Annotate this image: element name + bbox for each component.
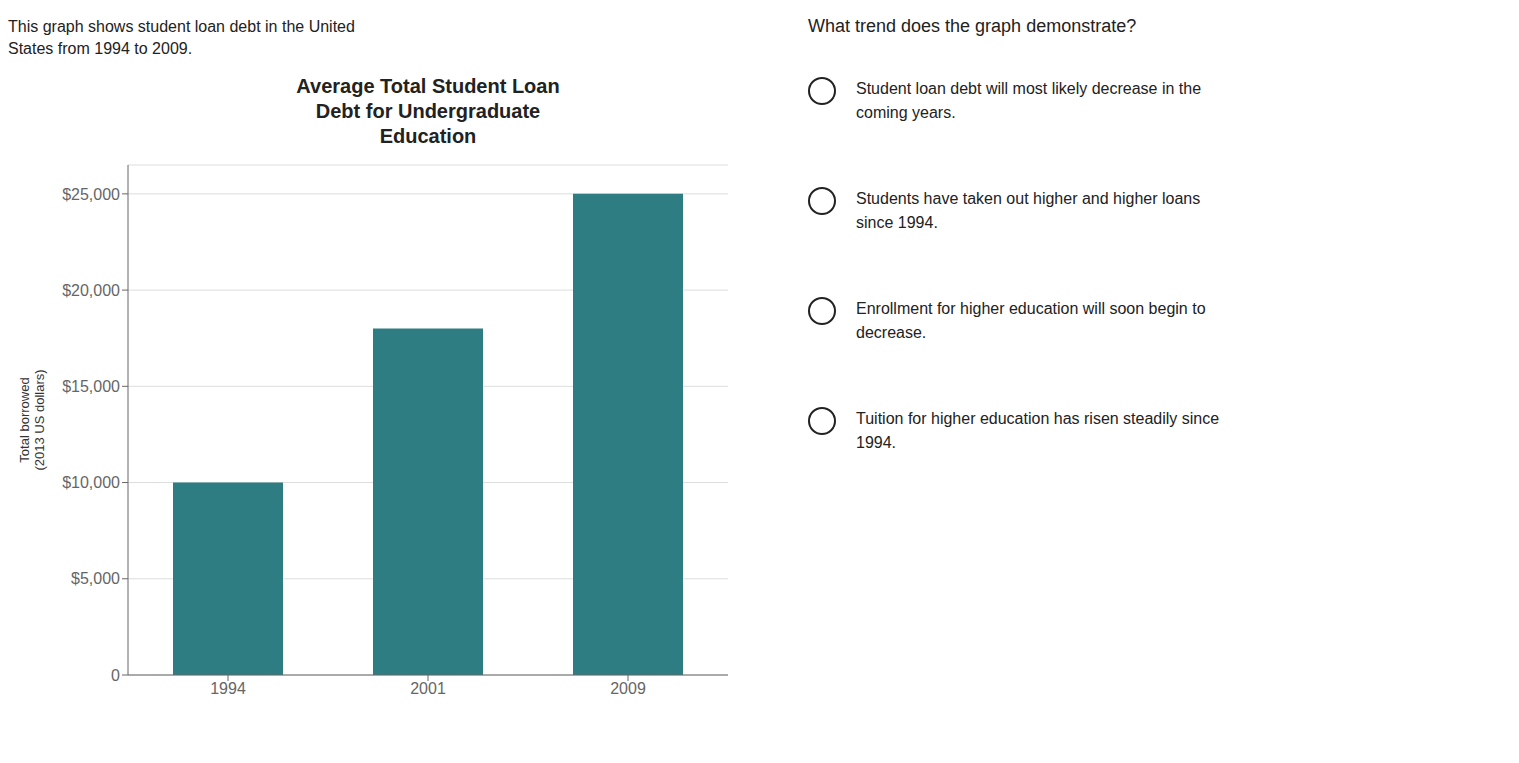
html-text:Student loan debt will most li: Student loan debt will most likely decre… — [856, 80, 1202, 121]
svg-text:Total borrowed(2013 US dollars: Total borrowed(2013 US dollars) — [17, 369, 48, 470]
svg-text:$15,000: $15,000 — [62, 378, 120, 395]
html-text:Students have taken out higher: Students have taken out higher and highe… — [856, 190, 1201, 231]
svg-text:2009: 2009 — [610, 680, 646, 697]
html-text:Average Total Student Loan Deb: Average Total Student Loan Debt for Unde… — [296, 75, 560, 147]
svg-text:0: 0 — [111, 667, 120, 684]
svg-text:2001: 2001 — [410, 680, 446, 697]
svg-text:$25,000: $25,000 — [62, 186, 120, 203]
html-text:What trend does the graph demo: What trend does the graph demonstrate? — [808, 16, 1137, 36]
svg-text:1994: 1994 — [210, 680, 246, 697]
svg-text:$5,000: $5,000 — [71, 570, 120, 587]
html-text:Tuition for higher education h: Tuition for higher education has risen s… — [856, 410, 1220, 451]
svg-text:$10,000: $10,000 — [62, 474, 120, 491]
html-text:This graph shows student loan: This graph shows student loan debt in th… — [8, 18, 355, 35]
html-text:Enrollment for higher educatio: Enrollment for higher education will soo… — [856, 300, 1206, 341]
html-text:States from 1994 to 2009.: States from 1994 to 2009. — [8, 40, 193, 57]
svg-text:$20,000: $20,000 — [62, 282, 120, 299]
